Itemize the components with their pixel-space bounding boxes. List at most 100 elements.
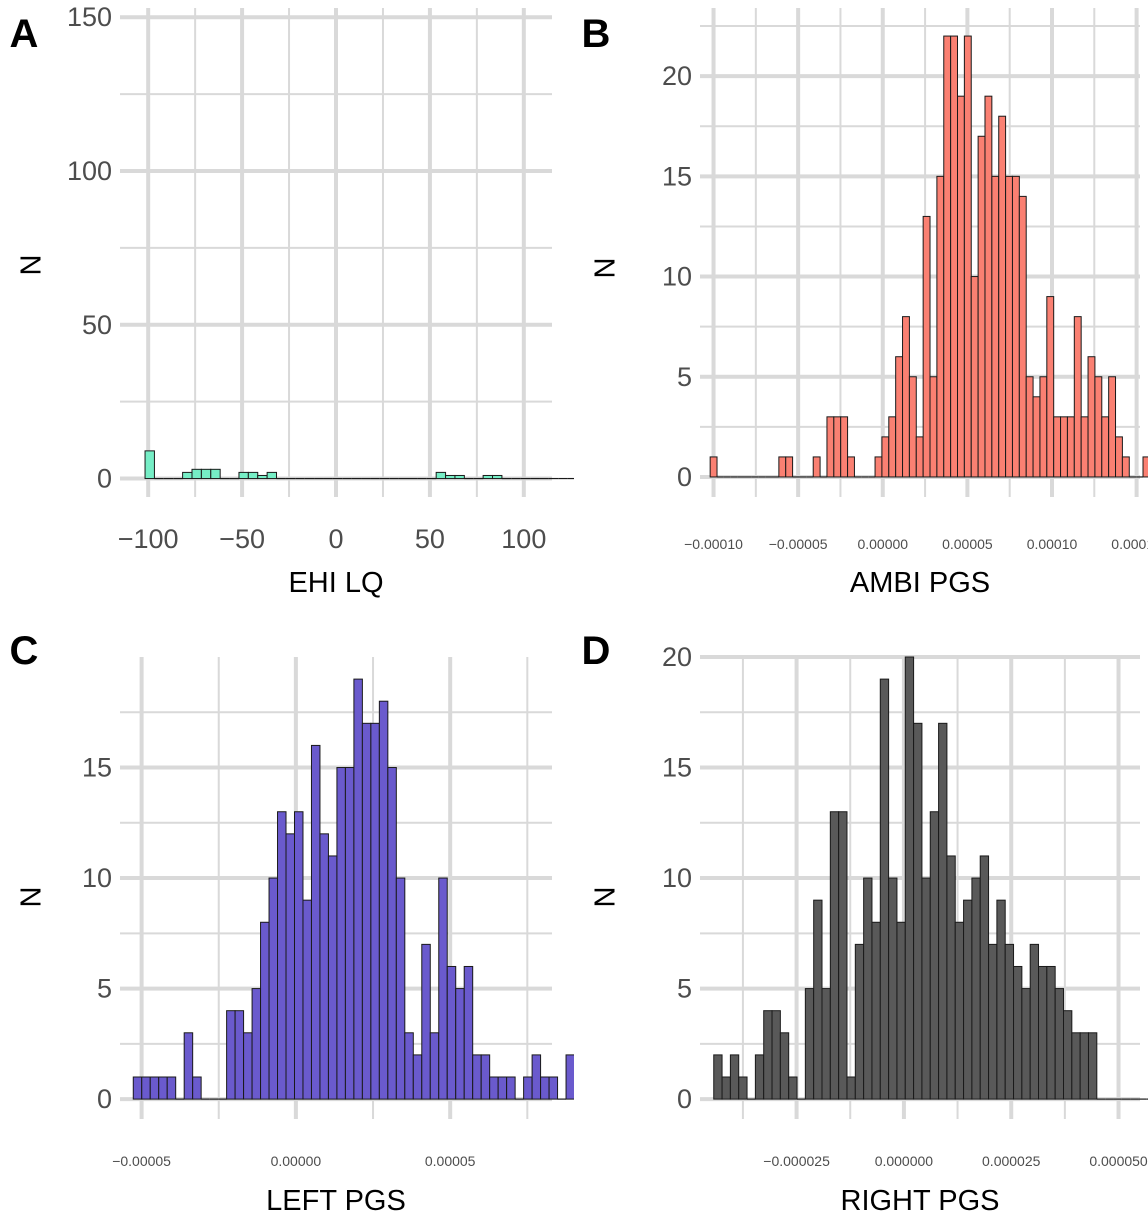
histogram-bar — [336, 767, 346, 1100]
histogram-bar — [1108, 376, 1117, 478]
histogram-bar — [829, 811, 840, 1100]
histogram-bar — [234, 1010, 245, 1100]
histogram-bar — [1073, 316, 1082, 478]
histogram-bar — [991, 175, 1000, 478]
x-axis-title: LEFT PGS — [266, 1185, 406, 1217]
histogram-bar — [285, 833, 295, 1100]
histogram-bar — [779, 1032, 790, 1100]
histogram-bar — [319, 833, 329, 1100]
histogram-bar — [1046, 965, 1056, 1100]
histogram-bar — [1087, 1032, 1098, 1100]
histogram-bar — [243, 1032, 253, 1100]
histogram-bar — [957, 95, 965, 478]
y-tick-label: 10 — [82, 863, 112, 893]
histogram-bar — [846, 1076, 856, 1100]
histogram-bar — [251, 988, 262, 1100]
histogram-bar — [1032, 396, 1041, 478]
histogram-bar — [472, 1054, 482, 1100]
histogram-bar — [1011, 175, 1020, 478]
histogram-bar — [310, 744, 321, 1100]
x-tick-label: −0.000025 — [763, 1153, 830, 1169]
histogram-bar — [1142, 456, 1148, 478]
x-tick-label: 0.00015 — [1111, 536, 1148, 552]
panel-a: −100 −50 0 50 100 0 50 100 150 EHI LQ N A — [0, 0, 574, 611]
histogram-bar — [729, 1054, 740, 1100]
y-tick-label: 50 — [82, 310, 112, 340]
histogram-bar — [788, 1076, 798, 1100]
histogram-bar — [888, 416, 897, 478]
histogram-bar — [988, 943, 998, 1100]
histogram-bar — [888, 877, 898, 1100]
histogram-bar — [754, 1054, 765, 1100]
histogram-bar — [1018, 195, 1027, 478]
histogram-bar — [149, 1076, 160, 1100]
histogram-bar — [847, 456, 855, 478]
x-tick-label: −100 — [118, 524, 179, 554]
y-tick-label: 150 — [67, 2, 112, 32]
panel-letter: D — [582, 629, 611, 673]
histogram-bar — [361, 722, 372, 1100]
histogram-bar — [482, 474, 494, 480]
histogram-bar — [200, 468, 212, 480]
histogram-bar — [446, 965, 457, 1100]
histogram-bar — [492, 474, 503, 480]
y-tick-label: 15 — [82, 753, 112, 783]
x-axis-title: RIGHT PGS — [841, 1185, 1000, 1217]
histogram-bar — [709, 456, 718, 478]
histogram-bar — [946, 855, 956, 1100]
histogram-bar — [210, 468, 221, 480]
histogram-bar — [166, 1076, 177, 1100]
histogram-bar — [1121, 456, 1130, 478]
histogram-bar — [954, 921, 965, 1100]
histogram-bar — [854, 943, 865, 1100]
histogram-bar — [247, 471, 259, 480]
histogram-bar — [763, 1010, 773, 1100]
histogram-bar — [429, 1032, 440, 1100]
histogram-bar — [929, 811, 940, 1100]
histogram-bar — [268, 877, 279, 1100]
x-tick-label: −0.00010 — [684, 536, 743, 552]
histogram-bar — [438, 877, 448, 1100]
histogram-bar — [785, 456, 794, 478]
panel-c: −0.00005 0.00000 0.00005 0 5 10 15 LEFT PGS N C — [0, 611, 574, 1222]
histogram-bar — [1005, 175, 1013, 478]
histogram-bar — [804, 988, 815, 1100]
histogram-bar — [497, 1076, 508, 1100]
histogram-bar — [266, 471, 278, 480]
histogram-bar — [1046, 296, 1055, 478]
histogram-bar — [963, 899, 973, 1100]
histogram-bar — [182, 471, 193, 480]
y-axis-title: N — [16, 887, 48, 908]
y-tick-label: 0 — [97, 464, 112, 494]
histogram-bar — [908, 376, 917, 478]
histogram-bar — [970, 276, 979, 478]
histogram-bar — [540, 1076, 550, 1100]
histogram-bar — [936, 175, 945, 478]
histogram-bar — [327, 855, 338, 1100]
histogram-bar — [913, 722, 923, 1100]
y-tick-label: 0 — [677, 462, 692, 492]
y-tick-label: 0 — [677, 1084, 692, 1114]
x-tick-label: 0.00005 — [425, 1153, 476, 1169]
histogram-bar — [1004, 943, 1015, 1100]
y-axis-title: N — [16, 255, 48, 276]
histogram-bar — [826, 416, 835, 478]
histogram-bar — [721, 1076, 731, 1100]
histogram-bar — [238, 471, 249, 480]
histogram-bar — [1063, 1010, 1073, 1100]
histogram-bar — [1101, 416, 1110, 478]
histogram-left-pgs: −0.00005 0.00000 0.00005 0 5 10 15 LEFT PGS N C — [10, 629, 574, 1217]
x-axis-title: EHI LQ — [288, 567, 383, 599]
histogram-bar — [1071, 1032, 1081, 1100]
histogram-bar — [996, 899, 1006, 1100]
histogram-bar — [1021, 988, 1031, 1100]
x-tick-label: 0.00000 — [857, 536, 908, 552]
histogram-bar — [445, 474, 456, 480]
x-tick-label: 0.000050 — [1089, 1153, 1148, 1169]
histogram-bar — [771, 1010, 781, 1100]
y-tick-label: 5 — [677, 974, 692, 1004]
y-tick-label: 0 — [97, 1084, 112, 1114]
histogram-bar — [192, 1076, 202, 1100]
histogram-bar — [226, 1010, 236, 1100]
x-tick-label: −0.00005 — [112, 1153, 171, 1169]
